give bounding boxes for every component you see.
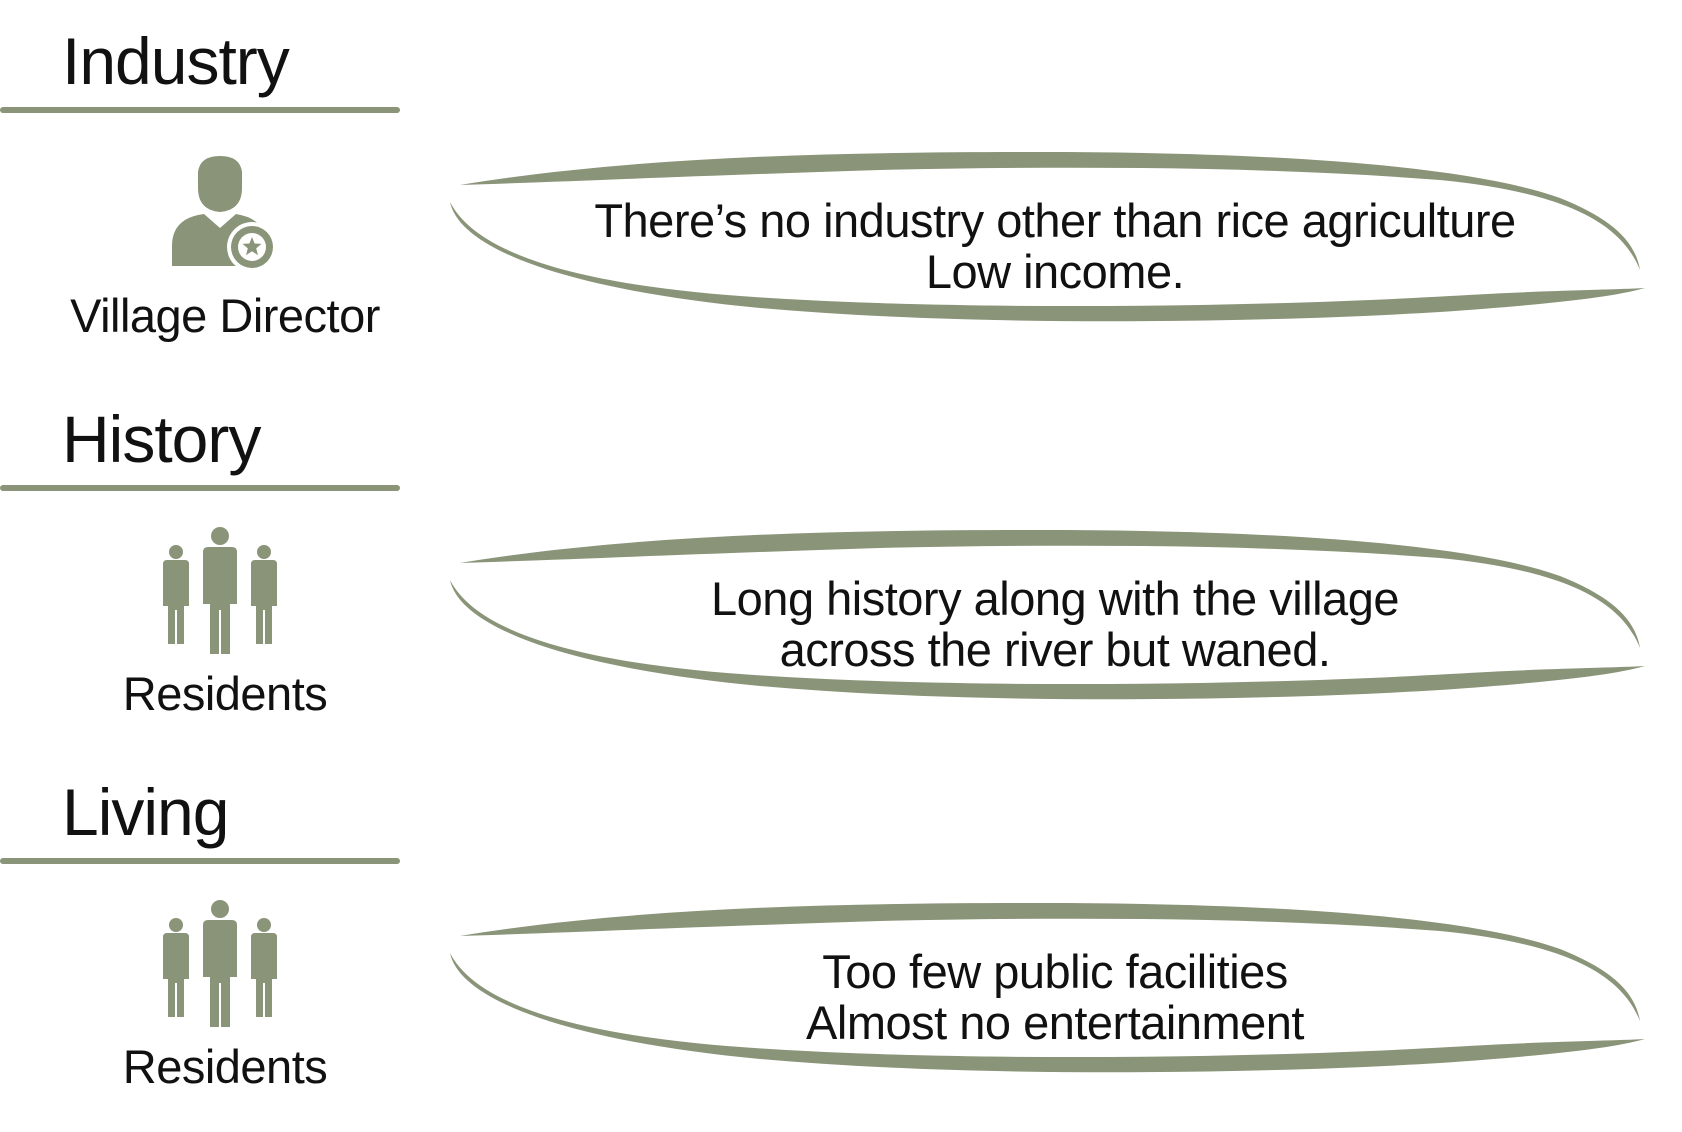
village-director-icon xyxy=(150,148,290,278)
comment-line: Long history along with the village xyxy=(711,572,1399,625)
section-industry: Industry Village Director There’s no ind… xyxy=(0,0,1682,375)
heading-underline xyxy=(0,858,400,864)
comment-line: There’s no industry other than rice agri… xyxy=(594,194,1516,247)
comment-text: Too few public facilities Almost no ente… xyxy=(500,946,1610,1048)
comment-line: across the river but waned. xyxy=(779,623,1331,676)
comment-bubble: Too few public facilities Almost no ente… xyxy=(440,891,1650,1091)
comment-bubble: Long history along with the village acro… xyxy=(440,518,1650,718)
residents-icon xyxy=(150,526,290,656)
section-heading: Industry xyxy=(62,24,290,98)
comment-line: Low income. xyxy=(925,245,1185,298)
comment-bubble: There’s no industry other than rice agri… xyxy=(440,140,1650,340)
comment-line: Almost no entertainment xyxy=(806,996,1304,1049)
section-heading: Living xyxy=(62,775,229,849)
role-label: Residents xyxy=(122,667,328,720)
heading-underline xyxy=(0,107,400,113)
residents-icon xyxy=(150,899,290,1029)
comment-line: Too few public facilities xyxy=(822,945,1288,998)
role-label: Residents xyxy=(122,1040,328,1093)
section-history: History Residents Long history along wit… xyxy=(0,378,1682,753)
role-label: Village Director xyxy=(70,289,380,342)
section-living: Living Residents Too few public faciliti… xyxy=(0,751,1682,1126)
comment-text: Long history along with the village acro… xyxy=(500,573,1610,675)
heading-underline xyxy=(0,485,400,491)
comment-text: There’s no industry other than rice agri… xyxy=(500,195,1610,297)
section-heading: History xyxy=(62,402,261,476)
